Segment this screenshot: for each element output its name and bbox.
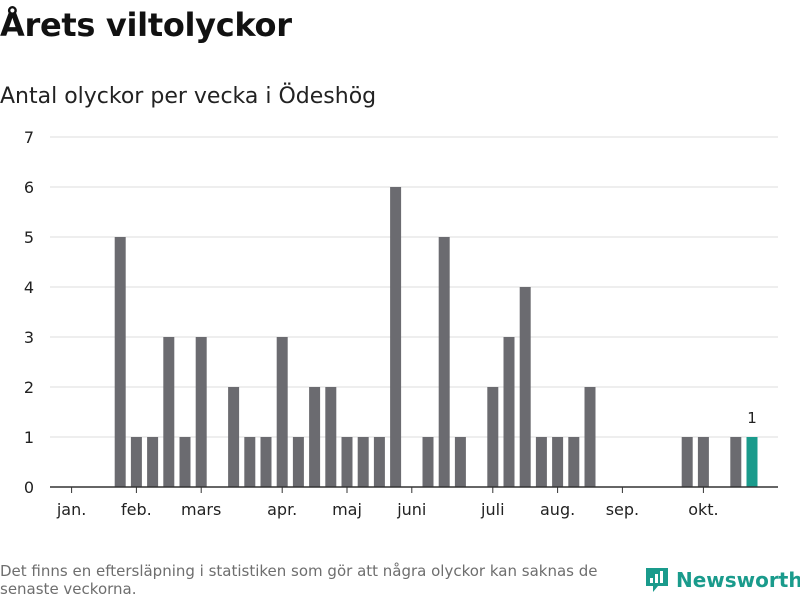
bar <box>195 337 207 487</box>
bar <box>114 237 126 487</box>
bar <box>163 337 175 487</box>
newsworthy-logo-icon <box>646 568 668 592</box>
bar <box>535 437 547 487</box>
bar <box>730 437 742 487</box>
brand: Newsworthy <box>644 566 800 594</box>
bar <box>373 437 385 487</box>
y-tick-label: 1 <box>24 428 34 447</box>
bar <box>503 337 515 487</box>
bar <box>552 437 564 487</box>
x-tick-label: okt. <box>688 500 718 519</box>
bar <box>438 237 450 487</box>
bar <box>341 437 353 487</box>
x-tick-label: feb. <box>121 500 152 519</box>
bar-chart: 0 1 2 3 4 5 6 7 1 jan. feb. mars apr. maj juni juli aug.… <box>24 128 778 519</box>
y-tick-label: 5 <box>24 228 34 247</box>
bar <box>568 437 580 487</box>
data-label: 1 <box>747 409 757 427</box>
bar <box>179 437 191 487</box>
x-tick-label: mars <box>181 500 221 519</box>
bar-highlight <box>746 437 758 487</box>
bar <box>357 437 369 487</box>
footnote: Det finns en eftersläpning i statistiken… <box>0 562 598 598</box>
bar <box>228 387 240 487</box>
x-tick-label: maj <box>332 500 362 519</box>
y-tick-label: 2 <box>24 378 34 397</box>
chart-title: Årets viltolyckor <box>0 6 292 44</box>
bar <box>681 437 693 487</box>
brand-name: Newsworthy <box>676 568 800 592</box>
y-tick-label: 7 <box>24 128 34 147</box>
bar <box>519 287 531 487</box>
bar <box>130 437 142 487</box>
bar <box>390 187 402 487</box>
bar <box>454 437 466 487</box>
y-tick-label: 6 <box>24 178 34 197</box>
bar <box>292 437 304 487</box>
chart-subtitle: Antal olyckor per vecka i Ödeshög <box>0 84 377 109</box>
x-tick-label: aug. <box>540 500 575 519</box>
bar <box>276 337 288 487</box>
y-tick-label: 3 <box>24 328 34 347</box>
bar <box>422 437 434 487</box>
bar <box>584 387 596 487</box>
y-tick-label: 0 <box>24 478 34 497</box>
bar <box>325 387 337 487</box>
bar <box>147 437 159 487</box>
x-tick-label: juli <box>480 500 504 519</box>
bar <box>487 387 499 487</box>
bar <box>244 437 256 487</box>
x-tick-label: sep. <box>606 500 639 519</box>
x-tick-label: apr. <box>267 500 297 519</box>
x-tick-label: juni <box>396 500 426 519</box>
x-tick-label: jan. <box>56 500 86 519</box>
y-tick-label: 4 <box>24 278 34 297</box>
bar <box>697 437 709 487</box>
bar <box>260 437 272 487</box>
bar <box>309 387 321 487</box>
